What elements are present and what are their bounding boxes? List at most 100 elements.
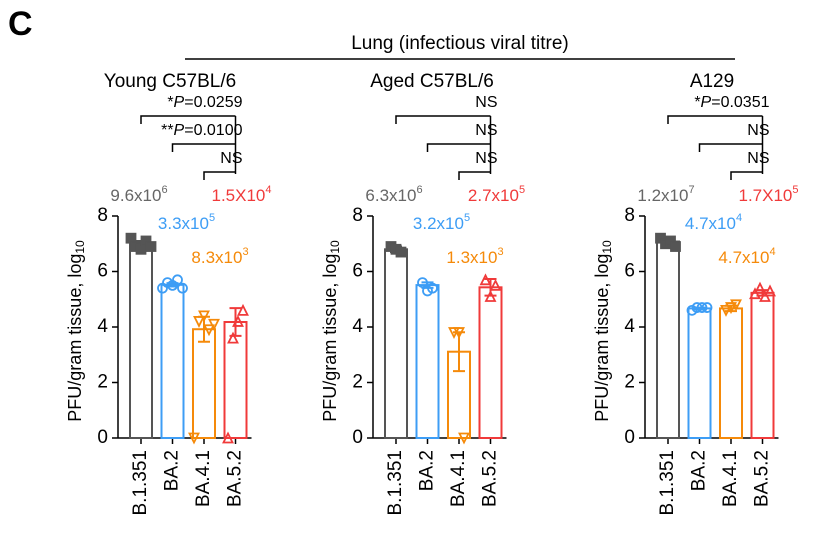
y-tick-label: 6 — [624, 261, 635, 282]
value-label-exponent: 4 — [265, 184, 271, 196]
data-point — [232, 314, 244, 327]
bracket — [730, 171, 763, 180]
significance-text: NS — [475, 94, 497, 111]
y-tick-label: 8 — [352, 205, 363, 226]
x-tick-label: BA.2 — [689, 450, 710, 491]
data-point — [417, 277, 428, 289]
y-tick-label: 8 — [97, 205, 108, 226]
value-label-mantissa: 4.7x10 — [685, 214, 736, 233]
bar — [656, 240, 680, 439]
data-point — [203, 324, 215, 337]
chart-title: Young C57BL/6 — [104, 71, 236, 92]
bracket — [203, 171, 236, 180]
significance-stars: ** — [161, 122, 173, 139]
bracket — [395, 115, 491, 124]
y-tick-label: 0 — [97, 427, 108, 448]
value-label-mantissa: 2.7x10 — [468, 186, 519, 205]
value-label-mantissa: 8.3x10 — [191, 248, 242, 267]
bar — [687, 307, 712, 439]
bracket — [171, 143, 236, 152]
significance-text: =0.0259 — [184, 94, 242, 111]
data-point — [237, 303, 249, 316]
data-point — [145, 241, 157, 252]
value-label: 1.5X104 — [211, 184, 271, 206]
value-label-exponent: 4 — [736, 212, 742, 224]
data-point — [764, 284, 776, 297]
header: Lung (infectious viral titre) — [351, 33, 569, 54]
significance-label: NS — [475, 122, 497, 139]
y-axis-label-text: PFU/gram tissue, log — [592, 254, 612, 422]
bar — [129, 243, 153, 439]
value-label: 8.3x103 — [191, 246, 248, 268]
y-tick-label: 2 — [624, 372, 635, 393]
value-label-exponent: 6 — [416, 184, 422, 196]
significance-label: NS — [475, 94, 497, 111]
value-label-mantissa: 1.5X10 — [211, 186, 265, 205]
significance-stars: * — [167, 94, 173, 111]
bar — [478, 286, 503, 439]
data-point — [458, 432, 470, 445]
significance-label: NS — [220, 150, 242, 167]
bracket — [698, 143, 763, 152]
y-axis-label-subscript: 10 — [73, 240, 87, 254]
data-point — [691, 302, 703, 313]
value-label-mantissa: 9.6x10 — [110, 186, 161, 205]
significance-p: P — [174, 94, 185, 111]
value-label-exponent: 5 — [209, 212, 215, 224]
bar — [384, 248, 408, 439]
y-tick-label: 4 — [97, 316, 108, 337]
data-point — [730, 299, 742, 312]
x-tick-label: BA.5.2 — [225, 450, 246, 507]
value-label: 6.3x106 — [365, 184, 422, 206]
significance-text: NS — [475, 150, 497, 167]
significance-text: NS — [747, 122, 769, 139]
x-tick-label: BA.4.1 — [448, 450, 469, 507]
data-point — [198, 310, 210, 323]
value-label: 2.7x105 — [468, 184, 525, 206]
value-label-exponent: 4 — [769, 246, 775, 258]
chart-title: A129 — [690, 71, 734, 92]
bracket — [426, 143, 491, 152]
x-tick-label: BA.4.1 — [193, 450, 214, 507]
data-point — [670, 241, 681, 252]
data-point — [749, 287, 761, 300]
significance-label: *P=0.0351 — [694, 94, 769, 111]
y-axis-label-text: PFU/gram tissue, log — [65, 254, 85, 422]
value-label-mantissa: 4.7x10 — [718, 248, 769, 267]
y-tick-label: 0 — [624, 427, 635, 448]
significance-label: NS — [475, 150, 497, 167]
data-point — [489, 278, 502, 291]
data-point — [177, 282, 188, 294]
significance-text: =0.0100 — [184, 122, 242, 139]
data-point — [193, 316, 205, 328]
bracket — [458, 171, 491, 180]
value-label-exponent: 3 — [497, 246, 503, 258]
significance-label: **P=0.0100 — [161, 122, 243, 139]
value-label-exponent: 5 — [464, 212, 470, 224]
significance-text: NS — [475, 122, 497, 139]
data-point — [759, 289, 771, 302]
y-tick-label: 2 — [97, 372, 108, 393]
data-point — [725, 302, 737, 315]
value-label-mantissa: 1.3x10 — [446, 248, 497, 267]
x-tick-label: BA.5.2 — [480, 450, 501, 507]
data-point — [188, 432, 200, 445]
value-label-mantissa: 3.2x10 — [413, 214, 464, 233]
data-point — [453, 327, 465, 340]
bar — [719, 307, 743, 439]
value-label-exponent: 3 — [242, 246, 248, 258]
value-label: 1.7X105 — [738, 184, 798, 206]
significance-text: NS — [220, 150, 242, 167]
y-tick-label: 8 — [624, 205, 635, 226]
significance-stars: * — [694, 94, 700, 111]
data-point — [696, 302, 708, 313]
significance-p: P — [701, 94, 712, 111]
value-label-mantissa: 3.3x10 — [158, 214, 209, 233]
y-axis-label-text: PFU/gram tissue, log — [320, 254, 340, 422]
value-label: 9.6x106 — [110, 184, 167, 206]
y-axis-label: PFU/gram tissue, log10 — [592, 240, 614, 422]
significance-label: NS — [747, 150, 769, 167]
data-point — [484, 289, 497, 302]
value-label: 1.3x103 — [446, 246, 503, 268]
